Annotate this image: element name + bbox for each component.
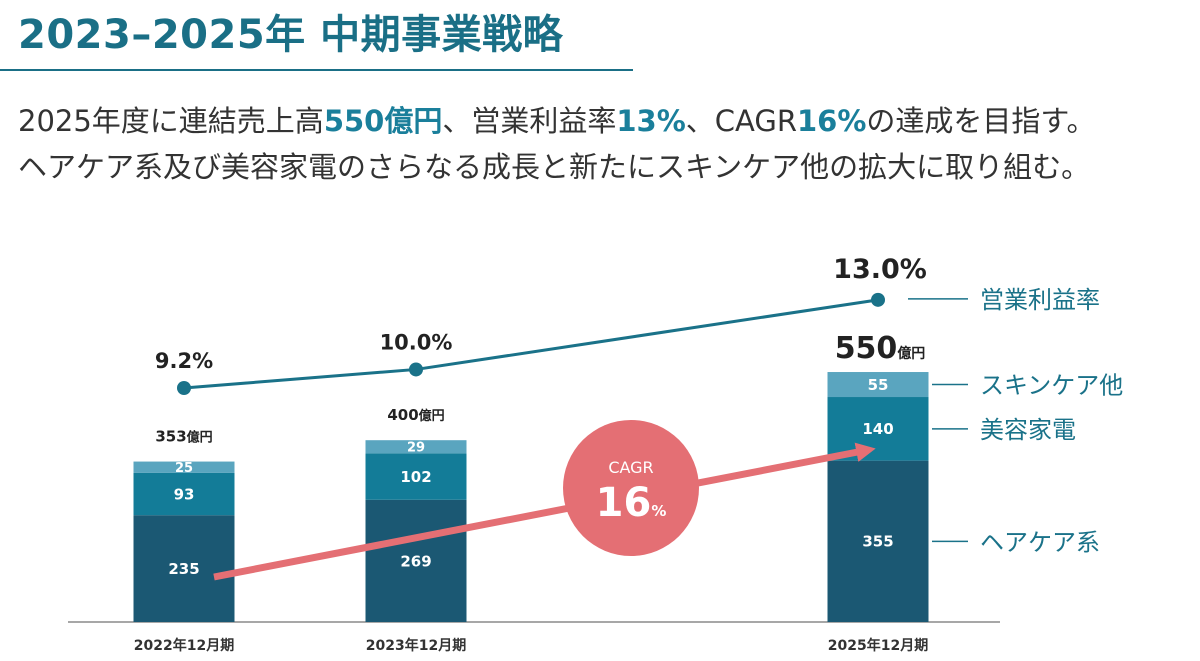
bar-value-label: 102 [400,468,431,486]
subtitle-highlight: 13% [616,104,686,138]
bar-segment [365,453,467,500]
cagr-label: CAGR [608,458,653,477]
legend-label: 営業利益率 [980,286,1100,314]
margin-point [409,362,423,377]
margin-line [183,298,879,390]
legend-label: 美容家電 [980,416,1076,444]
subtitle-text: 2025年度に連結売上高 [18,104,324,138]
margin-value-label: 9.2% [155,349,213,373]
bar-value-label: 29 [407,440,425,455]
legend-label: スキンケア他 [980,372,1123,400]
bar-value-label: 55 [868,376,889,394]
cagr-badge [563,420,699,556]
bar-segment [827,372,929,398]
cagr-value: 16% [596,480,667,526]
bar-value-label: 235 [168,560,199,578]
bar-segment [827,397,929,461]
title-divider [0,69,633,71]
bar-segment [133,472,235,516]
page-title: 2023–2025年 中期事業戦略 [18,12,564,58]
legend-label: ヘアケア系 [980,528,1100,556]
subtitle: 2025年度に連結売上高550億円、営業利益率13%、CAGR16%の達成を目指… [18,98,1096,190]
margin-point [177,381,191,395]
bar-segment [827,460,929,622]
bar-total-label: 400億円 [387,406,444,424]
bar-total-label: 353億円 [155,428,212,446]
x-tick-label: 2025年12月期 [828,637,928,654]
bar-segment [365,499,467,622]
subtitle-highlight: 550億円 [323,104,443,138]
bar-value-label: 93 [174,485,195,503]
subtitle-text: 、営業利益率 [442,104,617,138]
x-tick-label: 2022年12月期 [134,637,234,654]
bar-value-label: 355 [862,533,893,551]
cagr-arrow [213,442,876,581]
subtitle-text: 、CAGR [685,104,797,138]
subtitle-line-2: ヘアケア系及び美容家電のさらなる成長と新たにスキンケア他の拡大に取り組む。 [18,150,1091,184]
subtitle-line-1: 2025年度に連結売上高550億円、営業利益率13%、CAGR16%の達成を目指… [18,98,1096,144]
bar-segment [365,440,467,454]
margin-point [871,292,885,307]
bar-segment [133,515,235,622]
bar-total-label: 550億円 [835,331,926,366]
bar-segment [133,461,235,473]
bar-value-label: 25 [175,461,193,476]
bar-value-label: 140 [862,420,893,438]
subtitle-text: の達成を目指す。 [866,104,1096,138]
margin-value-label: 13.0% [833,254,927,285]
margin-value-label: 10.0% [380,330,453,354]
x-tick-label: 2023年12月期 [366,637,466,654]
subtitle-highlight: 16% [797,104,867,138]
bar-value-label: 269 [400,552,431,570]
